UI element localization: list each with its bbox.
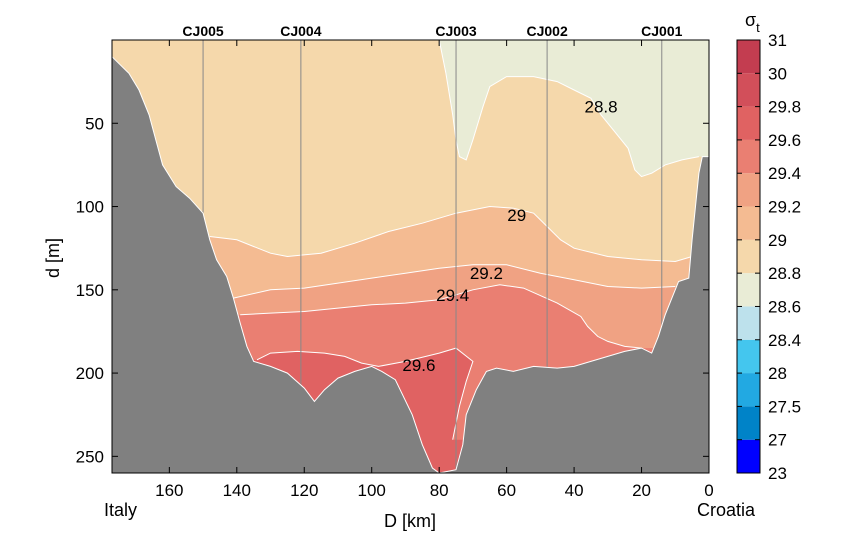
station-label-CJ002: CJ002 [526,23,567,39]
y-axis-ticks: 50 100 150 200 250 [76,114,709,466]
contour-label: 29.6 [402,356,435,375]
colorbar-segment [737,73,760,107]
station-label-CJ003: CJ003 [435,23,476,39]
colorbar-title-subscript: t [756,20,760,35]
x-tick-label: 80 [430,481,449,500]
y-tick-label: 50 [85,114,104,133]
x-tick-label: 160 [155,481,183,500]
plot-area [112,40,709,473]
y-tick-label: 150 [76,281,104,300]
colorbar-tick-label: 28 [768,364,787,383]
contour-label: 29 [507,206,526,225]
contour-labels: 28.8 29 29.229.4 29.6 [402,98,617,375]
isopycnal-29 [209,205,693,263]
x-tick-label: 20 [632,481,651,500]
x-tick-label: 140 [223,481,251,500]
contour-label: 29.4 [436,286,469,305]
y-tick-label: 100 [76,198,104,217]
isopycnal-28.8 [438,40,699,178]
y-tick-label: 250 [76,447,104,466]
station-labels: CJ005 CJ004 CJ003 CJ002 CJ001 [182,23,682,39]
colorbar-tick-label: 31 [768,31,787,50]
x-axis-label: D [km] [384,511,436,531]
seabed-bathymetry [112,56,709,473]
colorbar-tick-label: 23 [768,464,787,483]
contour-label: 28.8 [585,98,618,117]
colorbar: 23 27 27.5 28 28.4 28.6 28.8 29 29.2 29.4 29.6 29.8… [737,31,801,483]
x-axis-ticks: 160 140 120 100 80 60 40 20 0 [155,40,714,500]
colorbar-segment [737,306,760,340]
station-label-CJ005: CJ005 [182,23,223,39]
colorbar-segment [737,273,760,307]
x-tick-label: 120 [290,481,318,500]
x-tick-label: 60 [497,481,516,500]
colorbar-tick-label: 27 [768,431,787,450]
colorbar-segment [737,106,760,140]
colorbar-segment [737,173,760,207]
colorbar-title: σt [745,10,760,35]
colorbar-segment [737,339,760,374]
right-end-label: Croatia [697,500,756,520]
colorbar-segment [737,40,760,74]
colorbar-segment [737,439,760,473]
x-tick-label: 100 [358,481,386,500]
station-label-CJ001: CJ001 [641,23,682,39]
colorbar-tick-label: 28.4 [768,331,801,350]
colorbar-segment [737,239,760,274]
isopycnal-29.6 [256,347,474,440]
station-label-CJ004: CJ004 [280,23,321,39]
plot-frame [111,39,710,474]
isopycnal-29.4 [240,284,642,349]
colorbar-tick-label: 29.8 [768,98,801,117]
contour-label: 29.2 [470,264,503,283]
colorbar-tick-label: 30 [768,64,787,83]
colorbar-tick-label: 29.4 [768,164,801,183]
colorbar-segment [737,206,760,240]
layer-28.6-28.8 [439,40,709,177]
colorbar-tick-label: 28.6 [768,297,801,316]
colorbar-segment [737,406,760,440]
colorbar-tick-label: 28.8 [768,264,801,283]
colorbar-tick-label: 27.5 [768,397,801,416]
y-axis-label: d [m] [43,238,63,278]
x-tick-label: 40 [565,481,584,500]
colorbar-tick-label: 29.6 [768,131,801,150]
colorbar-segment [737,139,760,174]
colorbar-tick-label: 29 [768,231,787,250]
left-end-label: Italy [104,500,137,520]
colorbar-segment [737,373,760,407]
colorbar-title-symbol: σ [745,10,756,30]
y-tick-label: 200 [76,364,104,383]
x-tick-label: 0 [704,481,713,500]
colorbar-tick-label: 29.2 [768,198,801,217]
colorbar-frame [736,39,761,474]
